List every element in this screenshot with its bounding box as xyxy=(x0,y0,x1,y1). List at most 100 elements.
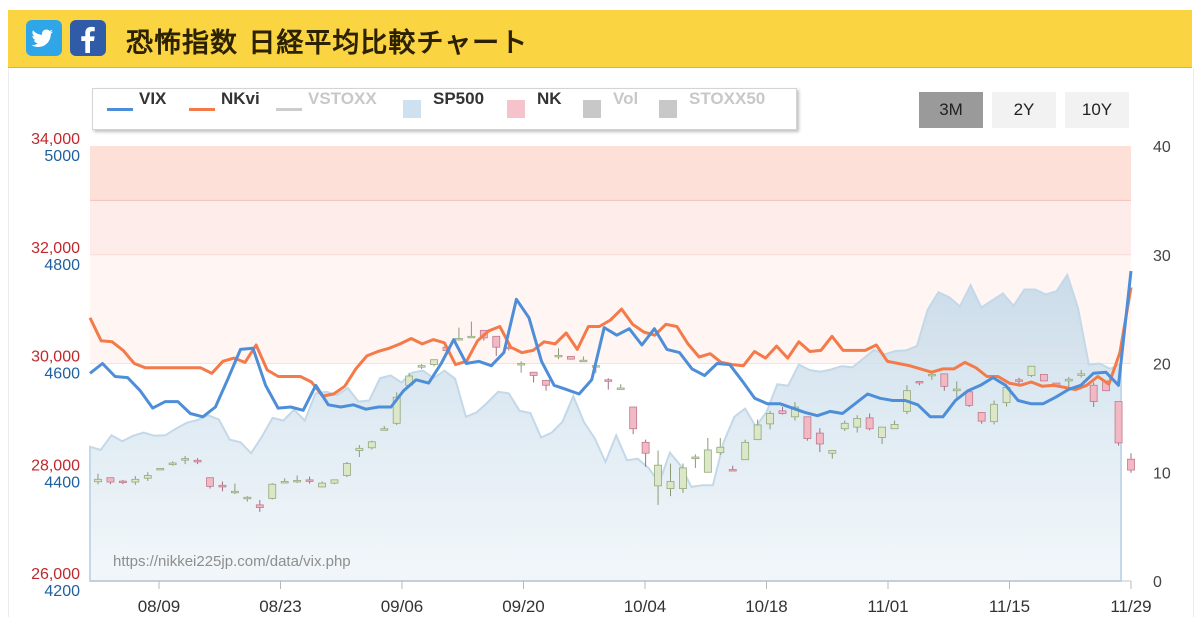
nk-candle xyxy=(567,356,575,360)
y-tick-sp500: 4400 xyxy=(44,474,80,491)
nk-candle xyxy=(977,412,986,422)
facebook-share-button[interactable] xyxy=(70,20,106,56)
nk-candle xyxy=(467,335,476,339)
legend-box-icon xyxy=(583,100,601,118)
nk-candle xyxy=(318,482,326,488)
legend-box-icon xyxy=(659,100,677,118)
legend-label: VIX xyxy=(139,89,167,108)
x-tick-label: 09/20 xyxy=(502,597,545,616)
nk-candle xyxy=(305,479,314,482)
range-2y-button[interactable]: 2Y xyxy=(992,92,1056,128)
y-tick-sp500: 5000 xyxy=(44,148,80,165)
nk-candle xyxy=(355,447,364,451)
x-tick-label: 08/23 xyxy=(259,597,302,616)
twitter-share-button[interactable] xyxy=(26,20,62,56)
legend-line-icon xyxy=(276,108,302,111)
nk-candle xyxy=(716,446,725,454)
legend-label: Vol xyxy=(613,89,639,108)
nk-candle xyxy=(766,413,774,425)
nk-candle xyxy=(218,484,227,488)
range-3m-button[interactable]: 3M xyxy=(919,92,983,128)
legend-label: NKvi xyxy=(221,89,260,108)
nk-candle xyxy=(243,496,252,500)
chart-legend: VIX NKvi VSTOXX SP500 NK Vol STOXX50 xyxy=(92,88,797,130)
nk-candle xyxy=(703,449,712,473)
nk-candle xyxy=(529,371,538,376)
nk-candle xyxy=(629,406,638,430)
nk-candle xyxy=(554,354,563,358)
nk-candle xyxy=(753,424,762,441)
nk-candle xyxy=(455,338,463,341)
nk-candle xyxy=(268,483,277,499)
nk-candle xyxy=(1114,401,1123,444)
y-tick-sp500: 4200 xyxy=(44,583,80,600)
nk-candle xyxy=(1039,373,1048,382)
legend-vol[interactable]: Vol xyxy=(583,89,649,129)
nk-candle xyxy=(890,423,899,430)
y-tick-vix: 10 xyxy=(1153,465,1171,482)
legend-label: VSTOXX xyxy=(308,89,377,108)
nk-candle xyxy=(430,359,438,365)
nk-candle xyxy=(542,379,550,386)
twitter-bird-icon xyxy=(31,29,53,47)
nk-candle xyxy=(1089,384,1098,402)
nk-candle xyxy=(517,363,526,366)
nk-candle xyxy=(927,373,936,377)
nk-candle xyxy=(231,490,239,494)
nk-candle xyxy=(878,426,886,438)
nk-candle xyxy=(293,480,302,483)
nk-candle xyxy=(791,406,799,418)
y-tick-nk: 28,000 xyxy=(31,457,80,474)
nk-candle xyxy=(367,441,376,449)
facebook-f-icon xyxy=(81,26,95,53)
nk-candle xyxy=(330,479,339,484)
x-tick-label: 11/15 xyxy=(989,597,1030,616)
x-tick-label: 11/01 xyxy=(867,597,908,616)
y-tick-vix: 30 xyxy=(1153,248,1171,265)
nk-candle xyxy=(654,464,662,487)
sp500-area xyxy=(89,272,1122,582)
nk-candle xyxy=(815,432,824,445)
y-tick-vix: 0 xyxy=(1153,574,1162,591)
nk-candle xyxy=(193,459,202,463)
nk-candle xyxy=(952,388,961,392)
x-tick-label: 11/29 xyxy=(1110,597,1151,616)
legend-vstoxx[interactable]: VSTOXX xyxy=(276,89,392,129)
nk-band-mid xyxy=(90,200,1131,255)
legend-sp500[interactable]: SP500 xyxy=(403,89,499,129)
legend-label: SP500 xyxy=(433,89,485,108)
nk-candle xyxy=(1064,378,1073,382)
nk-candle xyxy=(1015,379,1023,382)
nk-candle xyxy=(579,359,588,363)
vix-line xyxy=(89,270,1133,419)
nk-candle xyxy=(1077,373,1086,376)
nkvi-line xyxy=(88,287,1133,398)
nk-band-high xyxy=(90,146,1131,201)
nk-candle xyxy=(1127,458,1135,471)
source-watermark: https://nikkei225jp.com/data/vix.php xyxy=(113,553,351,570)
y-tick-sp500: 4600 xyxy=(44,366,80,383)
x-tick-label: 10/04 xyxy=(624,597,667,616)
nk-candle xyxy=(106,477,115,483)
legend-line-icon xyxy=(189,108,215,111)
legend-nkvi[interactable]: NKvi xyxy=(189,89,273,129)
nk-candle xyxy=(616,387,625,390)
nk-candle xyxy=(741,441,750,461)
legend-vix[interactable]: VIX xyxy=(107,89,187,129)
x-tick-label: 08/09 xyxy=(138,597,181,616)
legend-stoxx50[interactable]: STOXX50 xyxy=(659,89,789,129)
nk-candle xyxy=(853,418,862,428)
nk-candle xyxy=(915,381,924,384)
x-tick-label: 10/18 xyxy=(745,597,788,616)
nk-candle xyxy=(131,478,140,483)
nk-candle xyxy=(94,478,102,483)
nk-candle xyxy=(990,403,998,423)
legend-nk[interactable]: NK xyxy=(507,89,573,129)
nk-candle xyxy=(143,475,152,479)
nk-candle xyxy=(778,410,787,414)
page-title: 恐怖指数 日経平均比較チャート xyxy=(126,28,529,59)
nk-candle xyxy=(417,365,426,368)
y-tick-nk: 30,000 xyxy=(31,349,80,366)
range-10y-button[interactable]: 10Y xyxy=(1065,92,1129,128)
